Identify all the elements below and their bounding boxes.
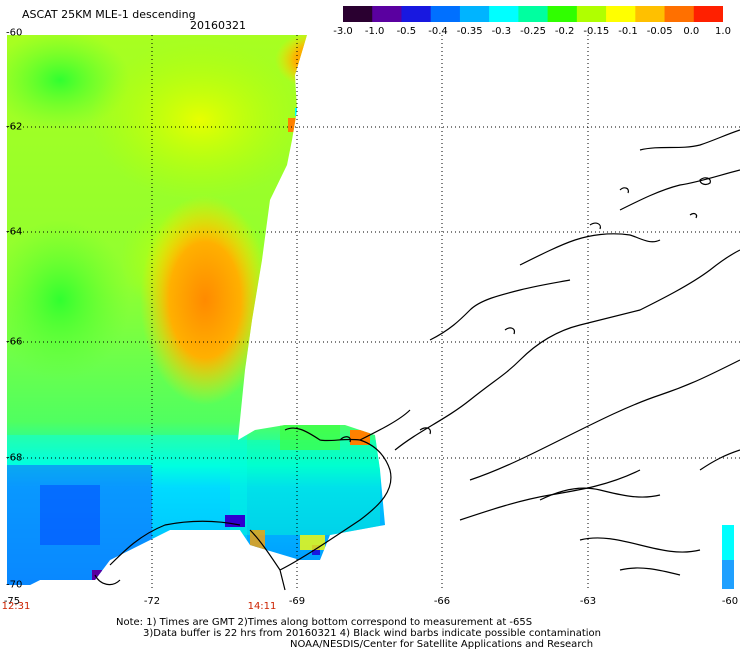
- colorbar-swatch: [430, 6, 461, 22]
- colorbar-tick-label: -0.35: [456, 26, 483, 37]
- coastline: [94, 129, 740, 591]
- note-line-3: NOAA/NESDIS/Center for Satellite Applica…: [290, 639, 594, 650]
- colorbar-swatch: [459, 6, 490, 22]
- data-swath: [7, 35, 385, 585]
- lon-label: -72: [143, 596, 161, 607]
- lat-label: -64: [6, 226, 23, 238]
- colorbar-tick-label: -3.0: [333, 26, 353, 37]
- colorbar-tick-label: -0.15: [583, 26, 610, 37]
- colorbar-swatch: [372, 6, 402, 22]
- product-date: 20160321: [190, 19, 246, 32]
- colorbar-swatch: [606, 6, 636, 22]
- note-line-2: 3)Data buffer is 22 hrs from 20160321 4)…: [143, 628, 601, 639]
- graticule: [7, 35, 740, 590]
- product-title: ASCAT 25KM MLE-1 descending: [22, 8, 196, 21]
- colorbar-tick-label: -0.4: [428, 26, 448, 37]
- colorbar-swatch: [635, 6, 666, 22]
- colorbar-tick-label: -0.2: [554, 26, 575, 37]
- lon-label: -69: [288, 596, 306, 607]
- lon-label: -66: [433, 596, 451, 607]
- lon-label: -60: [721, 596, 739, 607]
- colorbar-swatch: [664, 6, 695, 22]
- colorbar-swatch: [693, 6, 723, 22]
- colorbar-swatch: [547, 6, 578, 22]
- lon-label: -63: [579, 596, 597, 607]
- lat-label: -60: [6, 27, 23, 39]
- colorbar-tick-label: -0.3: [491, 26, 512, 37]
- time-label: 12:31: [1, 601, 31, 612]
- colorbar-tick-label: -1.0: [364, 26, 385, 37]
- colorbar-tick-label: 1.0: [715, 26, 731, 37]
- lat-label: -66: [6, 336, 23, 348]
- lat-label: -68: [6, 452, 23, 464]
- time-label: 14:11: [247, 601, 277, 612]
- colorbar-swatch: [576, 6, 607, 22]
- lat-label: -70: [6, 579, 23, 591]
- colorbar-tick-label: -0.25: [520, 26, 546, 37]
- colorbar-tick-label: 0.0: [683, 26, 700, 37]
- lat-label: -62: [6, 121, 23, 133]
- colorbar-tick-label: -0.05: [646, 26, 673, 37]
- colorbar-tick-label: -0.5: [396, 26, 417, 37]
- colorbar-swatch: [343, 6, 373, 22]
- colorbar: [343, 6, 723, 22]
- colorbar-tick-label: -0.1: [618, 26, 638, 37]
- lon-label: -75: [3, 596, 21, 607]
- colorbar-swatch: [518, 6, 549, 22]
- colorbar-swatch: [401, 6, 432, 22]
- colorbar-swatch: [489, 6, 519, 22]
- note-line-1: Note: 1) Times are GMT 2)Times along bot…: [116, 617, 533, 628]
